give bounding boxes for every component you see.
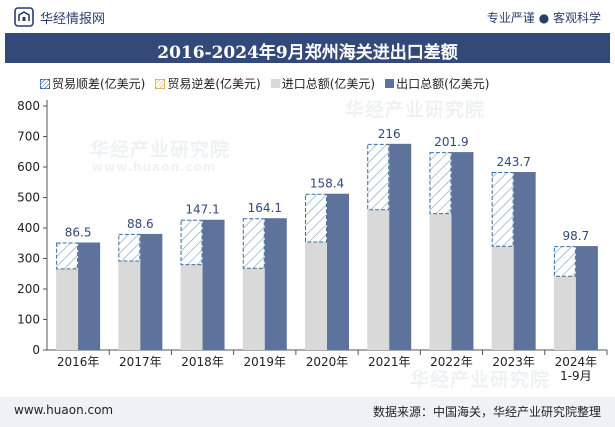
- legend-item-surplus: 贸易顺差(亿美元): [40, 75, 145, 92]
- export-bar: [389, 143, 412, 350]
- surplus-data-label: 147.1: [185, 203, 219, 217]
- legend-item-import: 进口总额(亿美元): [270, 75, 376, 92]
- surplus-bar: [56, 242, 79, 270]
- legend-label-import: 进口总额(亿美元): [281, 77, 376, 91]
- legend-swatch-export: [385, 79, 395, 88]
- surplus-bar: [553, 246, 576, 277]
- legend-swatch-surplus: [40, 78, 50, 89]
- surplus-data-label: 201.9: [434, 135, 468, 149]
- import-bar: [118, 260, 141, 350]
- surplus-data-label: 243.7: [496, 155, 530, 169]
- y-tick-label: 400: [17, 221, 40, 235]
- import-bar: [367, 209, 390, 350]
- brand[interactable]: 华经情报网: [14, 7, 105, 27]
- legend-item-export: 出口总额(亿美元): [385, 75, 490, 92]
- import-bar: [429, 213, 452, 350]
- legend-label-surplus: 贸易顺差(亿美元): [52, 77, 146, 91]
- surplus-data-label: 86.5: [65, 225, 92, 239]
- tagline: 专业严谨 ● 客观科学: [486, 11, 601, 25]
- x-tick-label: 1-9月: [560, 369, 592, 383]
- brand-name: 华经情报网: [40, 11, 106, 27]
- footer-source: 数据来源：中国海关，华经产业研究院整理: [372, 405, 601, 419]
- surplus-data-label: 216: [378, 127, 401, 141]
- surplus-data-label: 98.7: [563, 229, 590, 243]
- brand-logo-icon: [14, 7, 34, 27]
- top-bar: 华经情报网 专业严谨 ● 客观科学: [0, 0, 615, 33]
- watermark: 华经产业研究院: [410, 369, 551, 391]
- x-tick-label: 2020年: [306, 355, 349, 369]
- watermark: 华经产业研究院: [90, 139, 231, 161]
- y-tick-label: 0: [32, 343, 40, 357]
- footer-url[interactable]: www.huaon.com: [14, 403, 114, 417]
- surplus-bar: [429, 152, 452, 215]
- x-tick-label: 2023年: [492, 355, 535, 369]
- x-tick-label: 2021年: [368, 355, 411, 369]
- title-bar: 2016-2024年9月郑州海关进出口差额: [5, 33, 610, 63]
- surplus-data-label: 88.6: [127, 217, 154, 231]
- y-tick-label: 600: [17, 160, 40, 174]
- surplus-bar: [491, 171, 514, 247]
- footer: www.huaon.com 数据来源：中国海关，华经产业研究院整理: [0, 397, 615, 427]
- legend-swatch-deficit: [155, 78, 166, 89]
- chart-title: 2016-2024年9月郑州海关进出口差额: [157, 43, 458, 63]
- y-tick-label: 100: [17, 313, 40, 327]
- x-tick-label: 2022年: [430, 355, 473, 369]
- export-bar: [327, 193, 349, 350]
- x-tick-label: 2018年: [181, 355, 224, 369]
- export-bar: [451, 152, 474, 350]
- legend-label-deficit: 贸易逆差(亿美元): [167, 77, 261, 91]
- import-bar: [553, 276, 576, 350]
- import-bar: [180, 264, 203, 350]
- import-bar: [491, 246, 514, 350]
- watermark: 华经产业研究院: [345, 99, 486, 121]
- x-tick-label: 2017年: [119, 355, 162, 369]
- x-tick-label: 2019年: [244, 355, 287, 369]
- legend-item-deficit: 贸易逆差(亿美元): [155, 75, 261, 92]
- export-bar: [78, 242, 101, 350]
- surplus-data-label: 164.1: [248, 201, 282, 215]
- import-bar: [242, 268, 265, 350]
- y-tick-label: 500: [17, 191, 40, 205]
- surplus-bar: [118, 233, 141, 262]
- y-tick-label: 300: [17, 252, 40, 266]
- watermark-url: www.huaon.com: [92, 160, 217, 174]
- legend: 贸易顺差(亿美元) 贸易逆差(亿美元) 进口总额(亿美元) 出口总额(亿美元): [40, 75, 490, 92]
- y-tick-label: 200: [17, 282, 40, 296]
- x-tick-label: 2016年: [57, 355, 100, 369]
- chart-area: 0 100 200 300 400 500 600 700 800 86.5 2016年 88.6 20…: [17, 99, 608, 383]
- y-tick-label: 700: [17, 130, 40, 144]
- legend-swatch-import: [270, 79, 280, 88]
- export-bar: [513, 171, 536, 350]
- surplus-bar: [367, 143, 390, 211]
- export-bar: [575, 246, 598, 350]
- surplus-bar: [242, 218, 265, 269]
- y-tick-label: 800: [17, 99, 40, 113]
- surplus-bar: [305, 193, 327, 243]
- import-bar: [56, 268, 79, 350]
- export-bar: [140, 233, 163, 350]
- surplus-data-label: 158.4: [310, 177, 344, 191]
- legend-label-export: 出口总额(亿美元): [396, 77, 490, 91]
- x-tick-label: 2024年: [555, 355, 598, 369]
- export-bar: [202, 219, 225, 350]
- export-bar: [264, 218, 287, 350]
- import-bar: [305, 242, 327, 350]
- surplus-bar: [180, 219, 203, 266]
